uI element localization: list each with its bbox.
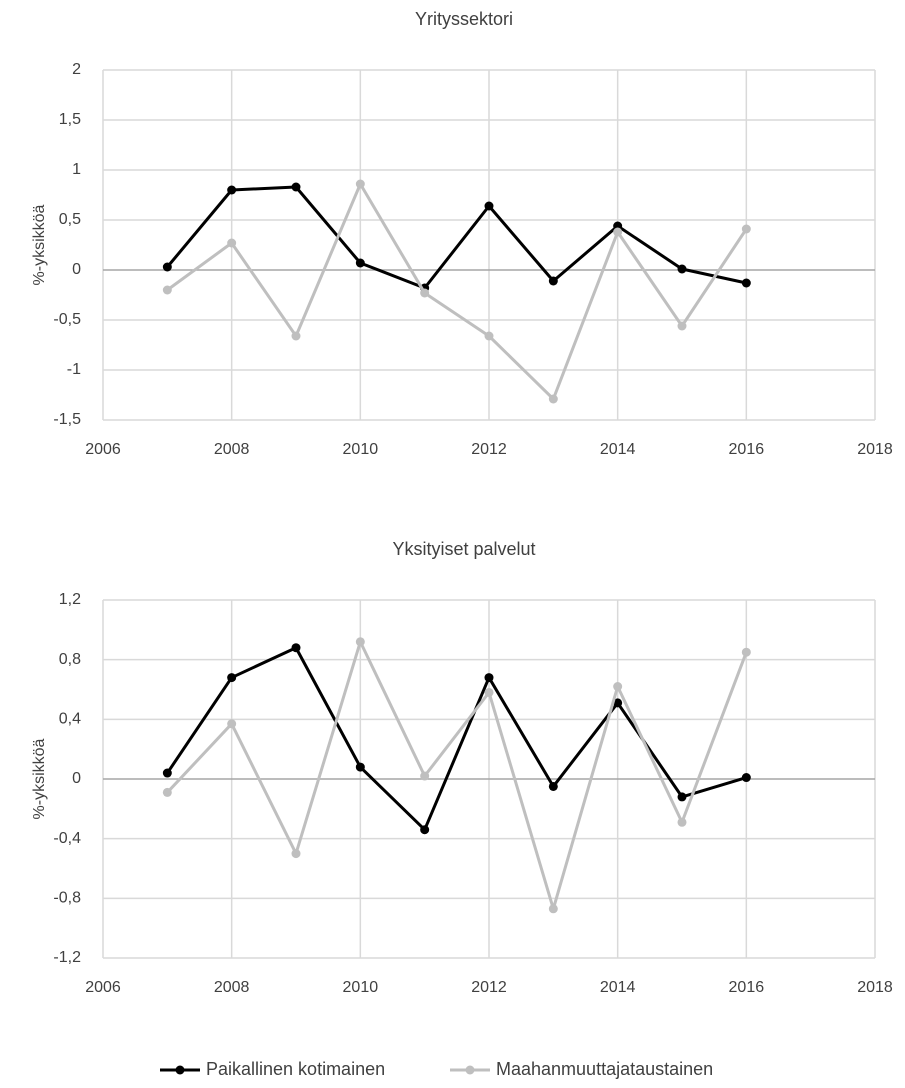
point xyxy=(162,285,172,295)
x-tick-label: 2014 xyxy=(600,979,636,996)
x-tick-label: 2016 xyxy=(729,979,765,996)
point xyxy=(741,647,751,657)
y-axis-label: %-yksikköä xyxy=(31,204,48,285)
point xyxy=(227,185,237,195)
point xyxy=(162,787,172,797)
point xyxy=(355,762,365,772)
y-tick-label: 0,8 xyxy=(59,651,81,668)
y-tick-label: -1,5 xyxy=(53,411,81,428)
point xyxy=(484,673,494,683)
point xyxy=(162,768,172,778)
y-tick-label: 1,5 xyxy=(59,111,81,128)
point xyxy=(484,201,494,211)
point xyxy=(355,637,365,647)
y-axis-label: %-yksikköä xyxy=(31,738,48,819)
y-tick-label: -1 xyxy=(67,361,81,378)
x-tick-label: 2006 xyxy=(85,441,121,458)
y-tick-label: 0,4 xyxy=(59,711,81,728)
y-tick-label: 1 xyxy=(72,161,81,178)
point xyxy=(291,182,301,192)
point xyxy=(420,771,430,781)
x-tick-label: 2010 xyxy=(343,441,379,458)
y-tick-label: -0,4 xyxy=(53,830,81,847)
point xyxy=(355,258,365,268)
x-tick-label: 2012 xyxy=(471,441,507,458)
point xyxy=(291,331,301,341)
series-line xyxy=(166,182,748,401)
point xyxy=(548,904,558,914)
point xyxy=(677,792,687,802)
legend-marker xyxy=(175,1065,185,1075)
point xyxy=(291,849,301,859)
y-tick-label: -0,8 xyxy=(53,890,81,907)
y-tick-label: 2 xyxy=(72,61,81,78)
point xyxy=(291,643,301,653)
point xyxy=(227,673,237,683)
series-line xyxy=(166,646,747,832)
point xyxy=(677,817,687,827)
point xyxy=(741,773,751,783)
x-tick-label: 2008 xyxy=(214,979,250,996)
chart-title: Yksityiset palvelut xyxy=(392,539,535,559)
point xyxy=(484,687,494,697)
chart-title: Yrityssektori xyxy=(415,9,513,29)
legend-label: Maahanmuuttajataustainen xyxy=(496,1059,713,1079)
x-tick-label: 2010 xyxy=(343,979,379,996)
point xyxy=(355,179,365,189)
point xyxy=(227,719,237,729)
y-tick-label: -1,2 xyxy=(53,949,81,966)
point xyxy=(677,321,687,331)
y-tick-label: -0,5 xyxy=(53,311,81,328)
series-line xyxy=(166,640,748,911)
legend-label: Paikallinen kotimainen xyxy=(206,1059,385,1079)
legend-marker xyxy=(465,1065,475,1075)
point xyxy=(227,238,237,248)
x-tick-label: 2016 xyxy=(729,441,765,458)
point xyxy=(420,825,430,835)
x-tick-label: 2006 xyxy=(85,979,121,996)
y-tick-label: 0 xyxy=(72,770,81,787)
x-tick-label: 2008 xyxy=(214,441,250,458)
point xyxy=(613,698,623,708)
point xyxy=(741,278,751,288)
point xyxy=(162,262,172,272)
point xyxy=(548,781,558,791)
y-tick-label: 0 xyxy=(72,261,81,278)
series-line xyxy=(166,185,747,290)
point xyxy=(613,682,623,692)
x-tick-label: 2014 xyxy=(600,441,636,458)
point xyxy=(420,288,430,298)
point xyxy=(548,276,558,286)
x-tick-label: 2018 xyxy=(857,979,893,996)
point xyxy=(677,264,687,274)
point xyxy=(741,224,751,234)
x-tick-label: 2018 xyxy=(857,441,893,458)
point xyxy=(613,227,623,237)
y-tick-label: 0,5 xyxy=(59,211,81,228)
y-tick-label: 1,2 xyxy=(59,591,81,608)
point xyxy=(548,394,558,404)
point xyxy=(484,331,494,341)
x-tick-label: 2012 xyxy=(471,979,507,996)
